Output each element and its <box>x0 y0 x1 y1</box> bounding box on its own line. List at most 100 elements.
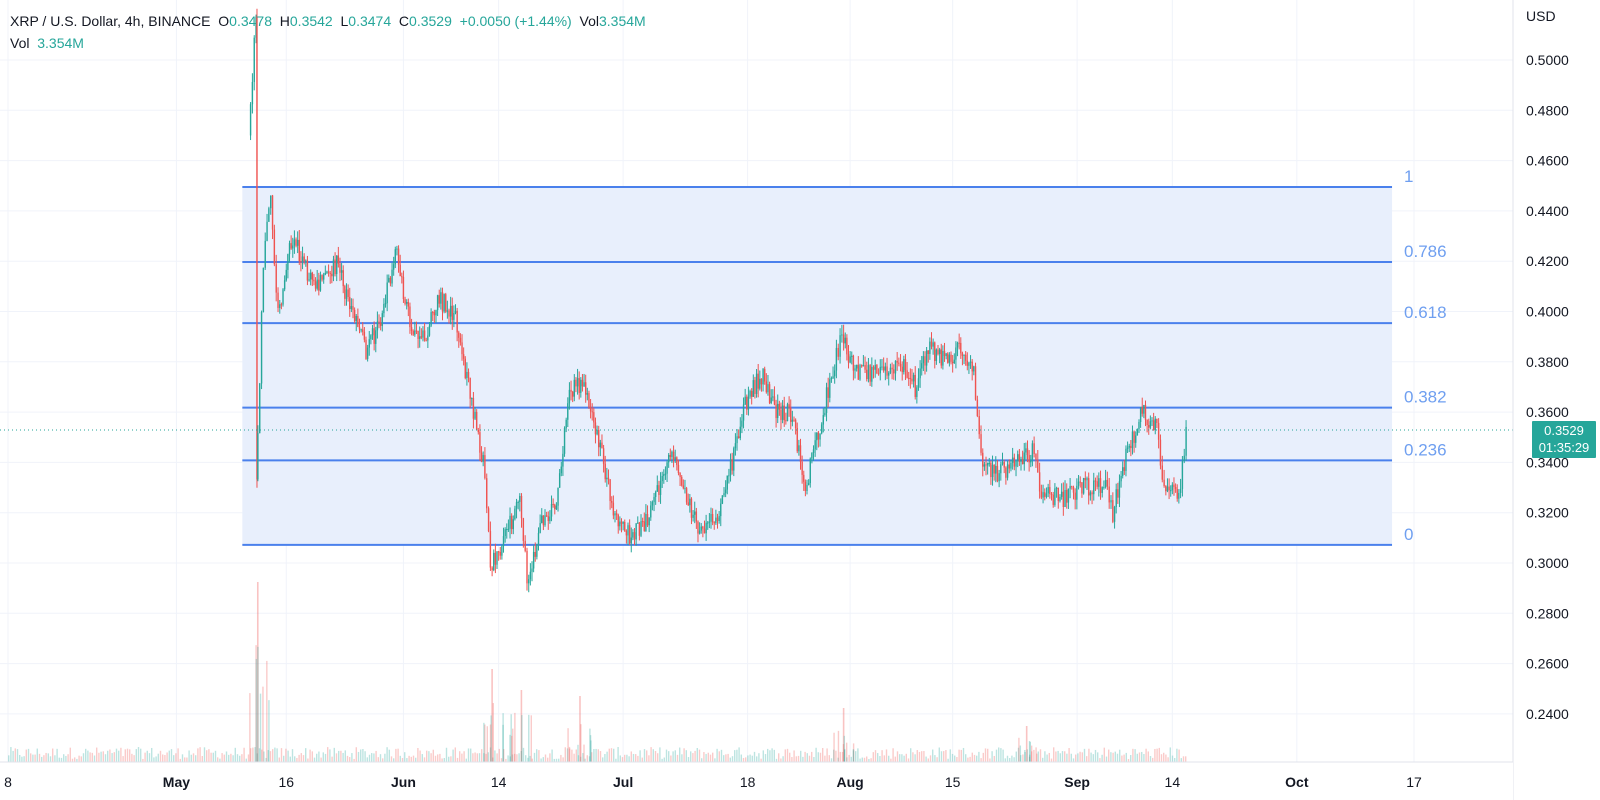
candle-body <box>1166 486 1169 492</box>
candle-body <box>277 292 279 308</box>
volume-bar <box>164 755 166 762</box>
candle-body <box>1096 481 1098 487</box>
candle-body <box>633 532 636 540</box>
volume-bar <box>819 752 822 762</box>
volume-bar <box>973 754 976 762</box>
candle-body <box>562 453 564 467</box>
candle-body <box>480 452 483 462</box>
volume-bar <box>168 750 170 762</box>
candle-body <box>1026 448 1029 456</box>
volume-bar <box>357 751 360 762</box>
candle-body <box>799 445 802 462</box>
candle-body <box>537 532 540 545</box>
volume-bar <box>659 747 661 762</box>
volume-bar <box>338 750 340 762</box>
candle-body <box>1156 418 1158 423</box>
volume-bar <box>951 753 954 762</box>
candle-body <box>283 280 286 290</box>
volume-bar <box>663 757 665 762</box>
candle-body <box>1104 479 1107 488</box>
time-axis-label: Jun <box>391 774 416 790</box>
candle-body <box>493 552 495 571</box>
candle-body <box>451 305 453 320</box>
volume-bar <box>773 749 775 762</box>
volume-bar <box>1145 748 1147 762</box>
volume-row-value: 3.354M <box>37 35 84 51</box>
volume-bar <box>151 747 153 762</box>
volume-bar <box>1143 754 1145 762</box>
candle-body <box>496 551 498 565</box>
candle-body <box>982 452 984 467</box>
candle-body <box>1060 491 1063 497</box>
candle-body <box>833 370 836 377</box>
candle-body <box>860 365 863 367</box>
candle-body <box>755 373 758 394</box>
candle-body <box>978 416 980 435</box>
volume-bar <box>723 755 725 762</box>
candle-body <box>578 378 580 393</box>
volume-bar <box>241 754 243 762</box>
volume-bar <box>771 748 773 762</box>
volume-bar <box>568 746 571 762</box>
volume-bar <box>509 756 511 762</box>
volume-bar <box>335 753 338 762</box>
volume-bar <box>375 750 377 762</box>
volume-bar <box>553 758 555 762</box>
candle-body <box>305 260 307 262</box>
candle-body <box>357 315 359 327</box>
volume-bar <box>166 752 168 762</box>
candle-body <box>1141 407 1143 414</box>
volume-bar <box>111 753 113 762</box>
candle-body <box>867 365 870 380</box>
volume-bar <box>1165 754 1167 762</box>
candle-body <box>550 503 553 517</box>
volume-bar <box>115 748 118 762</box>
volume-bar <box>894 756 896 762</box>
volume-bar <box>833 749 835 762</box>
volume-bar <box>430 753 432 762</box>
candle-body <box>889 367 892 373</box>
volume-bar <box>1088 748 1090 762</box>
volume-bar <box>346 755 349 762</box>
candle-body <box>479 432 481 453</box>
volume-bar <box>954 755 956 762</box>
volume-bar <box>514 753 516 762</box>
candle-body <box>497 551 500 553</box>
bar-countdown: 01:35:29 <box>1538 440 1590 455</box>
volume-bar <box>571 749 573 762</box>
volume-bar <box>1138 752 1141 762</box>
volume-row-label[interactable]: Vol <box>10 35 30 51</box>
candle-body <box>955 347 957 360</box>
candle-body <box>394 249 397 265</box>
volume-bar <box>837 757 839 762</box>
candle-body <box>842 334 845 344</box>
candle-body <box>770 397 772 404</box>
volume-bar <box>1053 747 1055 762</box>
volume-bar <box>285 748 287 762</box>
candle-body <box>512 519 514 530</box>
candle-body <box>318 279 320 291</box>
volume-bar <box>276 748 278 762</box>
candle-body <box>872 366 875 370</box>
volume-bar <box>1130 755 1132 762</box>
high-value: 0.3542 <box>289 13 333 29</box>
volume-bar <box>962 747 965 762</box>
candle-body <box>1076 485 1078 500</box>
volume-bar <box>590 740 592 762</box>
volume-bar <box>1000 748 1002 762</box>
candle-body <box>925 350 928 366</box>
candle-body <box>1154 418 1156 431</box>
symbol-title[interactable]: XRP / U.S. Dollar, 4h, BINANCE <box>10 13 211 29</box>
candle-body <box>731 459 733 471</box>
volume-bar <box>1167 757 1169 762</box>
volume-bar <box>107 750 109 762</box>
volume-bar <box>217 757 219 762</box>
candle-body <box>976 399 979 417</box>
candle-body <box>583 382 585 387</box>
candle-body <box>469 377 471 399</box>
change-value: +0.0050 (+1.44%) <box>459 13 572 29</box>
volume-bar <box>615 758 617 762</box>
volume-bar <box>907 758 910 762</box>
candle-body <box>641 521 644 523</box>
